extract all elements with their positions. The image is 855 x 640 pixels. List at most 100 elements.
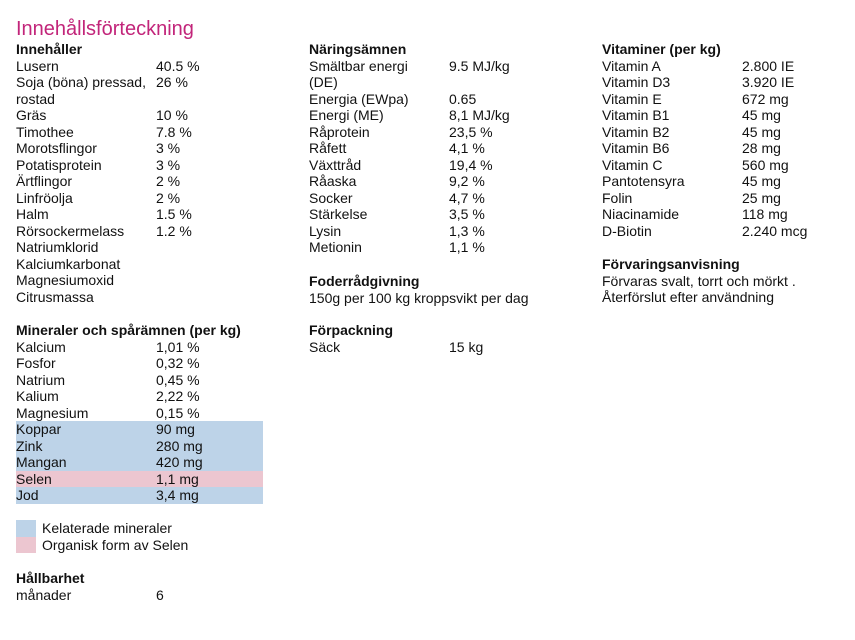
page-title: Innehållsförteckning xyxy=(16,18,194,40)
mineral-row: Magnesium 0,15 % xyxy=(16,405,263,422)
nutrient-row-label: (DE) xyxy=(309,74,338,90)
vitamin-row-value: 45 mg xyxy=(742,173,781,189)
mineral-row-value: 280 mg xyxy=(156,437,203,454)
vitamin-row-value: 3.920 IE xyxy=(742,74,795,90)
nutrient-row: Energia (EWpa) 0.65 xyxy=(309,91,510,108)
packaging-section: Förpackning Säck 15 kg xyxy=(309,322,483,355)
mineral-row-label: Kalium xyxy=(16,388,59,404)
vitamin-row-value: 45 mg xyxy=(742,123,781,140)
nutrient-row-label: Socker xyxy=(309,189,353,206)
vitamin-row: D-Biotin 2.240 mcg xyxy=(602,223,807,240)
chelated-swatch xyxy=(16,520,36,537)
nutrient-row-value: 4,1 % xyxy=(449,140,485,156)
mineral-row-value: 420 mg xyxy=(156,454,203,470)
vitamin-row-value: 2.240 mcg xyxy=(742,222,808,239)
mineral-row: Mangan 420 mg xyxy=(16,454,263,471)
ingredient-row-label: Citrusmassa xyxy=(16,288,94,305)
ingredient-row: Potatisprotein 3 % xyxy=(16,157,200,174)
mineral-row: Kalcium 1,01 % xyxy=(16,339,263,356)
organic-selenium-swatch xyxy=(16,536,36,553)
ingredient-row: Soja (böna) pressad, 26 % xyxy=(16,74,200,91)
nutrient-row-value: 4,7 % xyxy=(449,189,485,206)
vitamin-row: Vitamin B6 28 mg xyxy=(602,140,807,157)
ingredient-row-value: 1.5 % xyxy=(156,206,192,222)
vitamin-row-label: Vitamin E xyxy=(602,90,662,107)
ingredient-row: Ärtflingor 2 % xyxy=(16,173,200,190)
vitamin-row-value: 25 mg xyxy=(742,189,781,206)
ingredient-row-value: 2 % xyxy=(156,189,181,206)
vitamin-row-label: Vitamin D3 xyxy=(602,74,671,90)
ingredient-row-label: Linfröolja xyxy=(16,189,73,206)
ingredient-row-value: 1.2 % xyxy=(156,222,192,239)
packaging-heading: Förpackning xyxy=(309,322,394,338)
storage-line-2: Återförslut efter användning xyxy=(602,289,774,305)
legend-organic-selenium-label: Organisk form av Selen xyxy=(42,536,189,553)
nutrient-row-label: Energia (EWpa) xyxy=(309,90,409,107)
mineral-row: Fosfor 0,32 % xyxy=(16,355,263,372)
nutrient-row-value: 9,2 % xyxy=(449,173,485,189)
vitamin-row-label: Folin xyxy=(602,189,633,206)
vitamin-row-label: Niacinamide xyxy=(602,206,680,222)
ingredient-row: Magnesiumoxid xyxy=(16,272,200,289)
contents-heading: Innehåller xyxy=(16,41,83,57)
ingredient-row-label: rostad xyxy=(16,90,55,107)
shelf-life-heading: Hållbarhet xyxy=(16,570,85,586)
ingredient-row-value: 10 % xyxy=(156,107,188,123)
mineral-row: Natrium 0,45 % xyxy=(16,372,263,389)
ingredient-row: Natriumklorid xyxy=(16,239,200,256)
vitamin-row-label: Vitamin B6 xyxy=(602,140,670,156)
ingredient-row-label: Halm xyxy=(16,206,49,222)
nutrient-row-value: 3,5 % xyxy=(449,206,485,222)
ingredient-row-label: Potatisprotein xyxy=(16,156,102,173)
nutrient-row: Metionin 1,1 % xyxy=(309,239,510,256)
vitamin-row: Niacinamide 118 mg xyxy=(602,206,807,223)
mineral-row-value: 0,32 % xyxy=(156,355,200,371)
mineral-row-label: Fosfor xyxy=(16,355,56,371)
nutrient-row: Växttråd 19,4 % xyxy=(309,157,510,174)
feeding-heading: Foderrådgivning xyxy=(309,273,420,289)
ingredient-row-label: Morotsflingor xyxy=(16,140,97,156)
ingredient-row: Halm 1.5 % xyxy=(16,206,200,223)
vitamin-row: Vitamin A 2.800 IE xyxy=(602,58,807,75)
mineral-row-label: Mangan xyxy=(16,454,67,470)
nutrient-row: Stärkelse 3,5 % xyxy=(309,206,510,223)
contents-section: Innehåller Lusern 40.5 % Soja (böna) press… xyxy=(16,41,200,305)
nutrient-row-label: Växttråd xyxy=(309,156,362,173)
vitamin-row: Vitamin E 672 mg xyxy=(602,91,807,108)
vitamin-row-label: Pantotensyra xyxy=(602,173,685,189)
storage-line-1: Förvaras svalt, torrt och mörkt . xyxy=(602,272,796,289)
minerals-section: Mineraler och spårämnen (per kg) Kalcium… xyxy=(16,322,263,504)
nutrient-row: Råfett 4,1 % xyxy=(309,140,510,157)
mineral-row-label: Selen xyxy=(16,470,52,487)
nutrient-row-value: 1,3 % xyxy=(449,222,485,239)
ingredient-row-value: 3 % xyxy=(156,140,181,156)
mineral-row-value: 0,45 % xyxy=(156,371,200,388)
mineral-row-value: 1,01 % xyxy=(156,338,200,355)
packaging-label: Säck xyxy=(309,338,341,355)
ingredient-row-value: 2 % xyxy=(156,173,181,189)
nutrient-row-label: Råprotein xyxy=(309,123,370,140)
nutrient-row-value: 9.5 MJ/kg xyxy=(449,57,510,74)
mineral-row-value: 1,1 mg xyxy=(156,470,199,487)
ingredient-row-label: Timothee xyxy=(16,123,74,140)
vitamin-row: Folin 25 mg xyxy=(602,190,807,207)
vitamin-row-label: D-Biotin xyxy=(602,222,652,239)
ingredient-row-value: 26 % xyxy=(156,74,188,90)
mineral-row: Kalium 2,22 % xyxy=(16,388,263,405)
mineral-row: Zink 280 mg xyxy=(16,437,263,454)
nutrient-row-label: Lysin xyxy=(309,222,342,239)
mineral-row-value: 90 mg xyxy=(156,421,195,437)
mineral-row-label: Magnesium xyxy=(16,404,89,421)
mineral-row: Koppar 90 mg xyxy=(16,421,263,438)
ingredient-row: rostad xyxy=(16,91,200,108)
ingredient-row-label: Rörsockermelass xyxy=(16,222,125,239)
nutrient-row-value: 0.65 xyxy=(449,90,477,107)
mineral-row-label: Jod xyxy=(16,487,39,503)
nutrient-row: Socker 4,7 % xyxy=(309,190,510,207)
ingredient-row-label: Magnesiumoxid xyxy=(16,272,115,288)
ingredient-row: Lusern 40.5 % xyxy=(16,58,200,75)
ingredient-row-label: Natriumklorid xyxy=(16,239,99,255)
ingredient-row-label: Gräs xyxy=(16,107,47,123)
packaging-value: 15 kg xyxy=(449,338,484,355)
ingredient-row: Linfröolja 2 % xyxy=(16,190,200,207)
